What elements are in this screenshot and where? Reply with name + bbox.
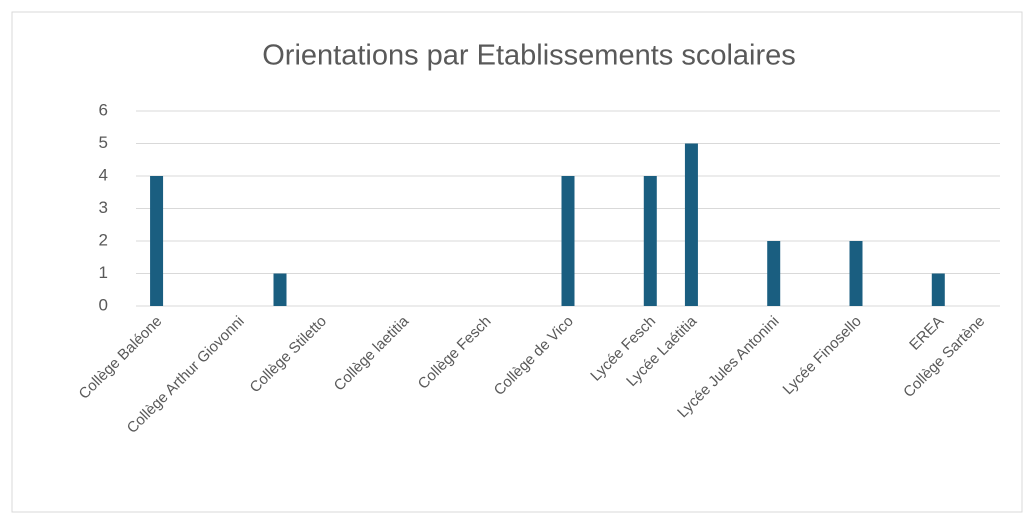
bar	[561, 176, 575, 306]
y-tick-label: 2	[99, 230, 108, 249]
bar	[767, 241, 781, 306]
bar	[931, 273, 945, 306]
y-tick-label: 3	[99, 198, 108, 217]
y-tick-label: 6	[99, 100, 108, 119]
bar	[849, 241, 863, 306]
bar	[273, 273, 287, 306]
y-tick-label: 0	[99, 295, 108, 314]
chart-border	[11, 11, 1023, 513]
bar	[150, 176, 164, 306]
bar	[643, 176, 657, 306]
bar	[684, 143, 698, 306]
chart-title: Orientations par Etablissements scolaire…	[262, 40, 796, 72]
y-tick-label: 5	[99, 133, 108, 152]
y-tick-label: 4	[99, 165, 108, 184]
y-tick-label: 1	[99, 263, 108, 282]
